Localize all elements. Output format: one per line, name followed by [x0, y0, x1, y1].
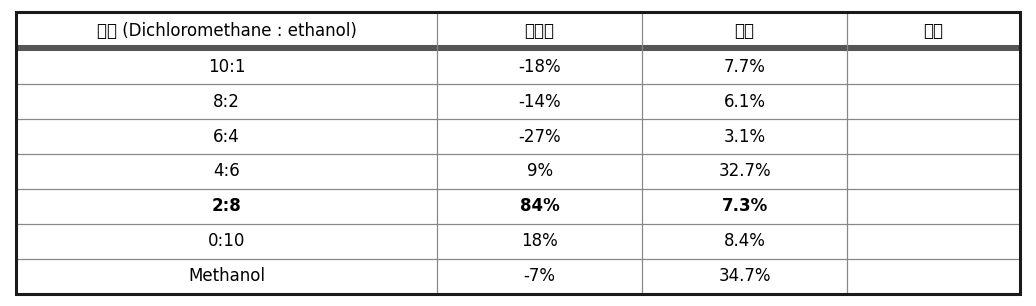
Text: 34.7%: 34.7% [718, 267, 771, 285]
Text: 지구력: 지구력 [524, 22, 554, 40]
Text: -7%: -7% [523, 267, 555, 285]
Text: 6:4: 6:4 [213, 128, 240, 146]
Text: 4:6: 4:6 [213, 162, 240, 181]
Text: 9%: 9% [526, 162, 552, 181]
Text: 32.7%: 32.7% [718, 162, 771, 181]
Text: 0:10: 0:10 [208, 232, 246, 250]
Text: -14%: -14% [518, 93, 560, 110]
Text: 18%: 18% [521, 232, 558, 250]
Text: 10:1: 10:1 [208, 58, 246, 76]
Text: 7.3%: 7.3% [721, 197, 768, 215]
Text: 8:2: 8:2 [213, 93, 240, 110]
Text: 7.7%: 7.7% [724, 58, 766, 76]
Text: 3.1%: 3.1% [723, 128, 766, 146]
Text: 수율: 수율 [735, 22, 754, 40]
Text: 2:8: 2:8 [211, 197, 241, 215]
Text: 8.4%: 8.4% [724, 232, 766, 250]
Text: 특성: 특성 [923, 22, 944, 40]
Text: Methanol: Methanol [189, 267, 265, 285]
Text: 분획 (Dichloromethane : ethanol): 분획 (Dichloromethane : ethanol) [96, 22, 356, 40]
Text: 6.1%: 6.1% [723, 93, 766, 110]
Text: 84%: 84% [520, 197, 559, 215]
Text: -27%: -27% [518, 128, 560, 146]
Text: -18%: -18% [518, 58, 560, 76]
